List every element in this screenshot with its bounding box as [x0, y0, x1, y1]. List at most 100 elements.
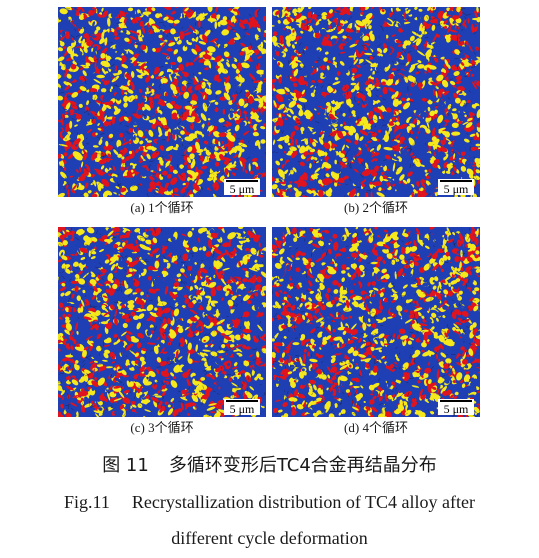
- grain: [72, 19, 82, 25]
- grain: [327, 136, 331, 139]
- grain: [191, 116, 196, 121]
- grain: [458, 27, 464, 36]
- boundary-segment: [309, 148, 312, 151]
- boundary-segment: [169, 24, 174, 29]
- grain: [379, 175, 384, 182]
- grain: [452, 102, 456, 109]
- grain: [370, 74, 379, 78]
- grain: [313, 49, 321, 54]
- grain: [233, 145, 240, 151]
- grain: [169, 135, 172, 141]
- grain: [75, 352, 80, 357]
- grain: [103, 344, 111, 347]
- grain: [406, 194, 411, 197]
- grain: [172, 147, 178, 151]
- grain: [161, 390, 167, 398]
- grain: [398, 7, 401, 10]
- grain: [301, 89, 306, 95]
- boundary-segment: [213, 192, 217, 197]
- grain: [125, 155, 130, 162]
- grain: [128, 164, 133, 171]
- grain: [231, 168, 236, 173]
- grain: [372, 114, 378, 124]
- boundary-segment: [463, 67, 467, 72]
- grain: [207, 118, 211, 121]
- grain: [66, 163, 70, 168]
- grain: [441, 28, 444, 31]
- grain: [361, 149, 366, 154]
- grain: [86, 133, 89, 136]
- grain: [78, 25, 82, 30]
- grain: [228, 110, 235, 114]
- grain: [276, 89, 284, 94]
- grain: [88, 292, 94, 299]
- grain: [140, 44, 147, 51]
- boundary-segment: [211, 124, 214, 128]
- grain: [81, 38, 86, 48]
- grain: [283, 94, 290, 99]
- grain: [199, 352, 205, 358]
- grain: [58, 56, 65, 62]
- boundary-segment: [223, 45, 228, 49]
- boundary-segment: [308, 186, 313, 191]
- grain: [87, 52, 95, 59]
- grain: [109, 160, 113, 165]
- grain: [321, 118, 330, 125]
- grain: [286, 134, 290, 139]
- grain: [209, 168, 212, 176]
- grain: [202, 54, 212, 60]
- grain: [137, 9, 141, 15]
- grain: [100, 80, 105, 85]
- grain: [299, 107, 304, 115]
- grain: [298, 110, 302, 115]
- grain: [240, 132, 244, 136]
- grain: [279, 158, 284, 161]
- grain: [180, 172, 187, 182]
- grain: [308, 18, 313, 23]
- boundary-segment: [374, 125, 377, 128]
- boundary-segment: [361, 44, 365, 49]
- grain: [214, 55, 223, 63]
- grain: [355, 20, 365, 27]
- boundary-segment: [380, 25, 384, 32]
- grain: [261, 183, 265, 188]
- grain: [360, 178, 367, 185]
- grain: [349, 47, 357, 52]
- grain: [431, 24, 436, 31]
- grain: [231, 366, 238, 370]
- grain: [466, 99, 471, 104]
- grain: [127, 299, 135, 305]
- grain: [407, 171, 413, 177]
- grain: [62, 51, 65, 56]
- boundary-segment: [212, 176, 214, 181]
- boundary-segment: [93, 91, 95, 95]
- grain: [84, 115, 91, 122]
- grain: [285, 87, 290, 93]
- grain: [306, 189, 314, 195]
- grain: [152, 47, 156, 52]
- grain: [330, 124, 336, 131]
- grain: [442, 44, 447, 50]
- grain: [417, 82, 423, 88]
- grain: [127, 191, 131, 195]
- grain: [191, 414, 196, 417]
- grain: [223, 276, 229, 283]
- grain: [314, 32, 321, 39]
- grain: [345, 10, 350, 15]
- grain: [342, 35, 347, 39]
- grain: [127, 116, 132, 124]
- grain: [414, 175, 419, 179]
- grain: [443, 25, 448, 29]
- grain: [155, 82, 162, 89]
- grain: [119, 18, 123, 23]
- grain: [470, 76, 476, 82]
- grain: [177, 147, 182, 151]
- grain: [243, 103, 249, 108]
- grain: [370, 158, 376, 163]
- grain: [67, 100, 77, 106]
- grain: [305, 86, 309, 90]
- grain: [176, 13, 182, 19]
- grain: [408, 65, 416, 73]
- grain: [172, 95, 175, 98]
- grain: [358, 125, 364, 131]
